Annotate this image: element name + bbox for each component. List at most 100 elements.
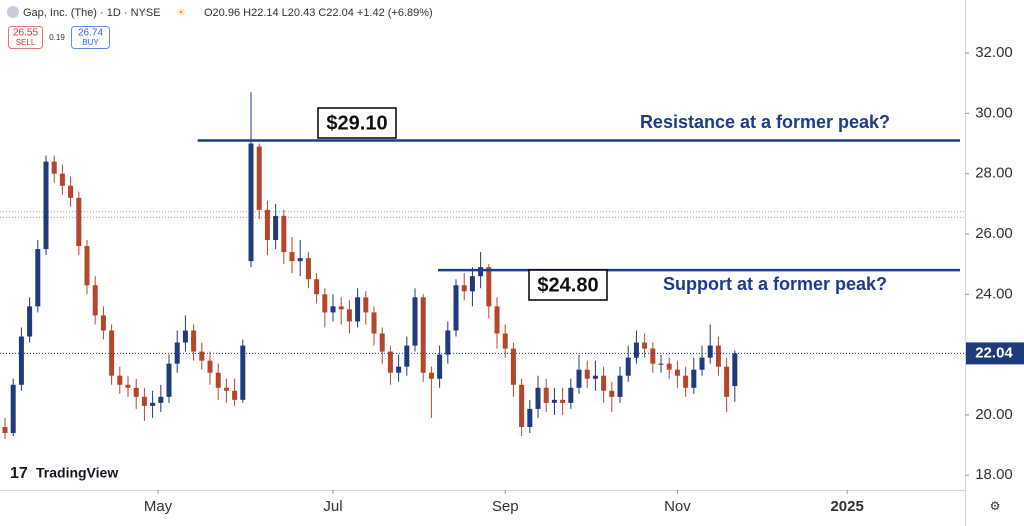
candle-body [478, 267, 484, 277]
candle-body [584, 369, 590, 379]
candle-body [273, 215, 279, 241]
candle-body [363, 297, 369, 313]
candle-body [379, 333, 385, 352]
candle-body [543, 387, 549, 403]
candle-body [248, 143, 254, 262]
sell-label: SELL [16, 38, 36, 47]
candle-body [2, 426, 8, 434]
candle-body [428, 372, 434, 379]
ohlc-readout: O20.96 H22.14 L20.43 C22.04 +1.42 (+6.89… [204, 7, 433, 19]
candle-body [683, 375, 689, 388]
candle-body [133, 387, 139, 397]
y-tick-label: 32.00 [975, 44, 1013, 61]
candle-body [445, 330, 451, 355]
candle-body [84, 246, 90, 286]
candle-body [387, 351, 393, 373]
candle-body [240, 345, 246, 400]
candle-body [158, 396, 164, 403]
y-tick-label: 28.00 [975, 165, 1013, 182]
candle-body [281, 215, 287, 253]
candle-body [346, 309, 352, 322]
candle-body [76, 197, 82, 247]
y-tick-label: 18.00 [975, 466, 1013, 483]
candle-body [191, 330, 197, 352]
candle-body [396, 366, 402, 373]
y-tick-label: 24.00 [975, 285, 1013, 302]
candle-body [510, 348, 516, 385]
x-tick-label: Sep [492, 498, 519, 515]
candle-body [469, 276, 475, 292]
candle-body [100, 315, 106, 331]
candle-body [215, 372, 221, 388]
candle-body [494, 306, 500, 334]
last-price-label: 22.04 [975, 344, 1013, 361]
candle-body [10, 384, 16, 434]
x-tick-label: Nov [664, 498, 691, 515]
spread: 0.19 [49, 33, 65, 42]
candle-body [232, 390, 238, 400]
candle-body [486, 267, 492, 307]
candle-body [732, 353, 738, 386]
candle-body [560, 399, 566, 403]
candle-body [576, 369, 582, 388]
candle-body [297, 258, 303, 262]
candle-body [502, 333, 508, 349]
candle-body [338, 306, 344, 310]
candle-body [92, 285, 98, 316]
buy-button[interactable] [71, 26, 110, 49]
level-label: $24.80 [537, 274, 598, 296]
settings-icon[interactable]: ⚙ [990, 499, 1001, 513]
candle-body [355, 297, 361, 322]
y-tick-label: 26.00 [975, 225, 1013, 242]
candle-body [404, 345, 410, 367]
candle-body [674, 369, 680, 376]
candle-body [412, 297, 418, 346]
candle-body [535, 387, 541, 409]
candle-body [305, 258, 311, 280]
x-tick-label: 2025 [830, 498, 863, 515]
candle-body [166, 363, 172, 397]
candle-body [601, 375, 607, 391]
x-tick-label: May [144, 498, 173, 515]
candle-body [691, 369, 697, 388]
symbol-title: Gap, Inc. (The) · 1D · NYSE [23, 7, 161, 19]
candle-body [461, 285, 467, 292]
candle-body [289, 252, 295, 262]
brand-name: TradingView [36, 465, 118, 481]
candle-body [568, 387, 574, 403]
candle-body [59, 173, 65, 186]
candle-body [699, 357, 705, 370]
candle-body [43, 161, 49, 250]
candle-body [51, 161, 57, 174]
buy-price: 26.74 [78, 28, 103, 39]
candle-body [519, 384, 525, 427]
candle-body [256, 146, 262, 210]
sell-price: 26.55 [13, 28, 38, 39]
candle-body [141, 396, 147, 406]
candle-body [199, 351, 205, 361]
candle-body [207, 360, 213, 373]
candle-body [182, 330, 188, 343]
sell-button[interactable] [8, 26, 43, 49]
candle-body [223, 387, 229, 391]
level-note: Support at a former peak? [663, 274, 887, 294]
candle-body [322, 294, 328, 313]
candle-body [666, 363, 672, 370]
y-tick-label: 30.00 [975, 104, 1013, 121]
buy-label: BUY [82, 38, 99, 47]
candle-body [707, 345, 713, 358]
level-label: $29.10 [326, 112, 387, 134]
candle-body [330, 306, 336, 313]
candle-body [724, 366, 730, 397]
candle-body [642, 342, 648, 349]
candle-body [125, 384, 131, 388]
level-box [317, 107, 397, 139]
level-note: Resistance at a former peak? [640, 112, 890, 132]
candle-body [68, 185, 74, 198]
candle-body [371, 312, 377, 334]
candle-body [617, 375, 623, 397]
candle-body [609, 390, 615, 397]
last-price-box [966, 342, 1024, 365]
